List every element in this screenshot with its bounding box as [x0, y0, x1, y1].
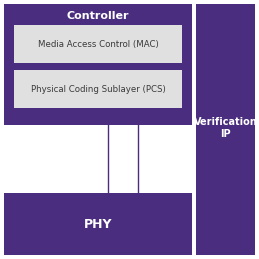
Bar	[196, 4, 255, 255]
Text: Controller: Controller	[67, 11, 129, 21]
Text: Verification
IP: Verification IP	[194, 117, 257, 139]
Text: Physical Coding Sublayer (PCS): Physical Coding Sublayer (PCS)	[31, 84, 166, 93]
Bar	[14, 70, 182, 108]
Text: PHY: PHY	[84, 218, 112, 231]
Bar	[4, 4, 192, 125]
Bar	[14, 25, 182, 63]
Bar	[4, 125, 192, 193]
Text: Media Access Control (MAC): Media Access Control (MAC)	[38, 40, 158, 48]
Bar	[4, 193, 192, 255]
